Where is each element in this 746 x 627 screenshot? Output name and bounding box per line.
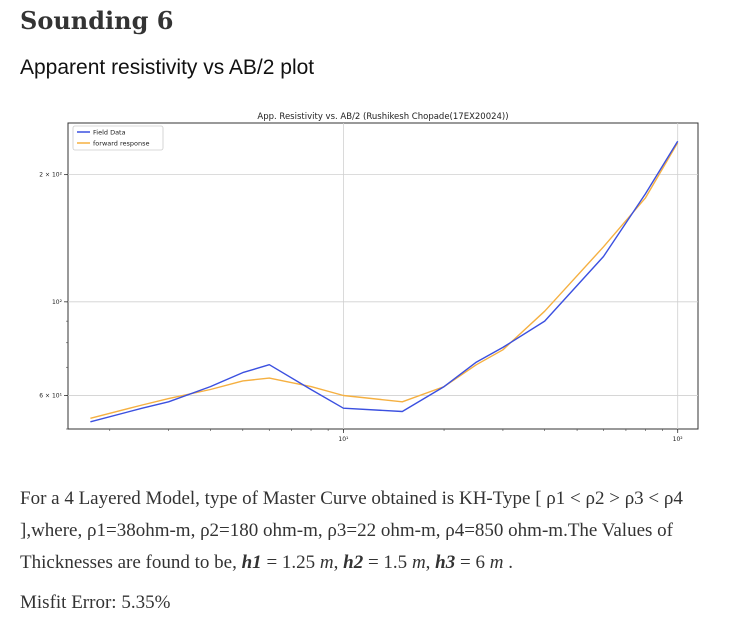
series-line-field-data: [90, 140, 679, 423]
tick-layer: 10¹ 10² 6 × 10¹ 10² 2 × 10²: [39, 172, 683, 443]
h2-unit: m: [411, 552, 426, 573]
page-subheading: Apparent resistivity vs AB/2 plot: [20, 56, 315, 79]
h1-value: = 1.25: [261, 552, 320, 573]
x-tick-label: 10¹: [338, 436, 349, 443]
separator: ,: [425, 552, 436, 573]
h2-label: h2: [343, 552, 364, 573]
description-end: .: [503, 552, 513, 573]
h1-unit: m: [319, 552, 334, 573]
legend-label-field-data: Field Data: [93, 129, 126, 137]
plot-area: [67, 122, 699, 430]
h2-value: = 1.5: [363, 552, 412, 573]
x-tick-label: 10²: [673, 436, 684, 443]
legend: Field Data forward response: [72, 125, 164, 151]
h3-value: = 6: [455, 552, 490, 573]
grid-layer: [68, 123, 698, 429]
h1-label: h1: [241, 552, 262, 573]
y-tick-label: 10²: [52, 299, 63, 306]
separator: ,: [333, 552, 344, 573]
y-tick-label: 6 × 10¹: [39, 393, 62, 400]
chart-title: App. Resistivity vs. AB/2 (Rushikesh Cho…: [257, 112, 508, 122]
h3-label: h3: [435, 552, 456, 573]
legend-box: [72, 125, 164, 151]
page-heading: Sounding 6: [20, 6, 174, 35]
legend-label-forward-response: forward response: [93, 140, 150, 148]
series-layer: [90, 140, 679, 423]
resistivity-chart: App. Resistivity vs. AB/2 (Rushikesh Cho…: [39, 112, 699, 443]
y-tick-label: 2 × 10²: [39, 172, 62, 179]
misfit-error: Misfit Error: 5.35%: [20, 592, 171, 613]
h3-unit: m: [489, 552, 504, 573]
model-description: For a 4 Layered Model, type of Master Cu…: [20, 483, 720, 579]
description-text: For a 4 Layered Model, type of Master Cu…: [20, 488, 683, 573]
